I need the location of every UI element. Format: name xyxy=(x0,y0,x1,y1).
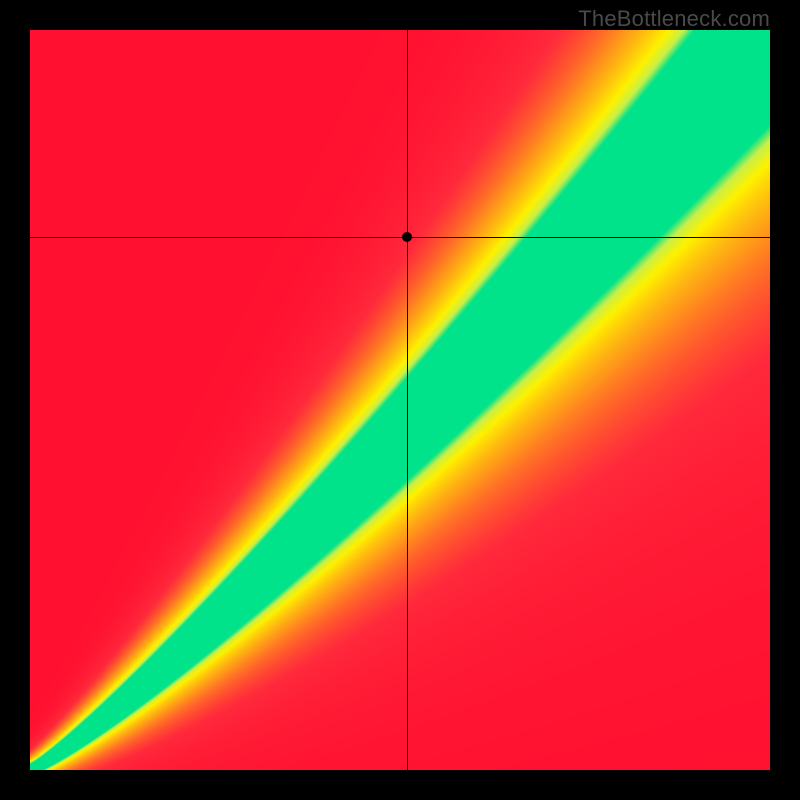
heatmap-canvas xyxy=(30,30,770,770)
watermark-text: TheBottleneck.com xyxy=(578,6,770,32)
bottleneck-heatmap xyxy=(30,30,770,770)
crosshair-horizontal xyxy=(30,237,770,238)
data-point-marker xyxy=(402,232,412,242)
crosshair-vertical xyxy=(407,30,408,770)
